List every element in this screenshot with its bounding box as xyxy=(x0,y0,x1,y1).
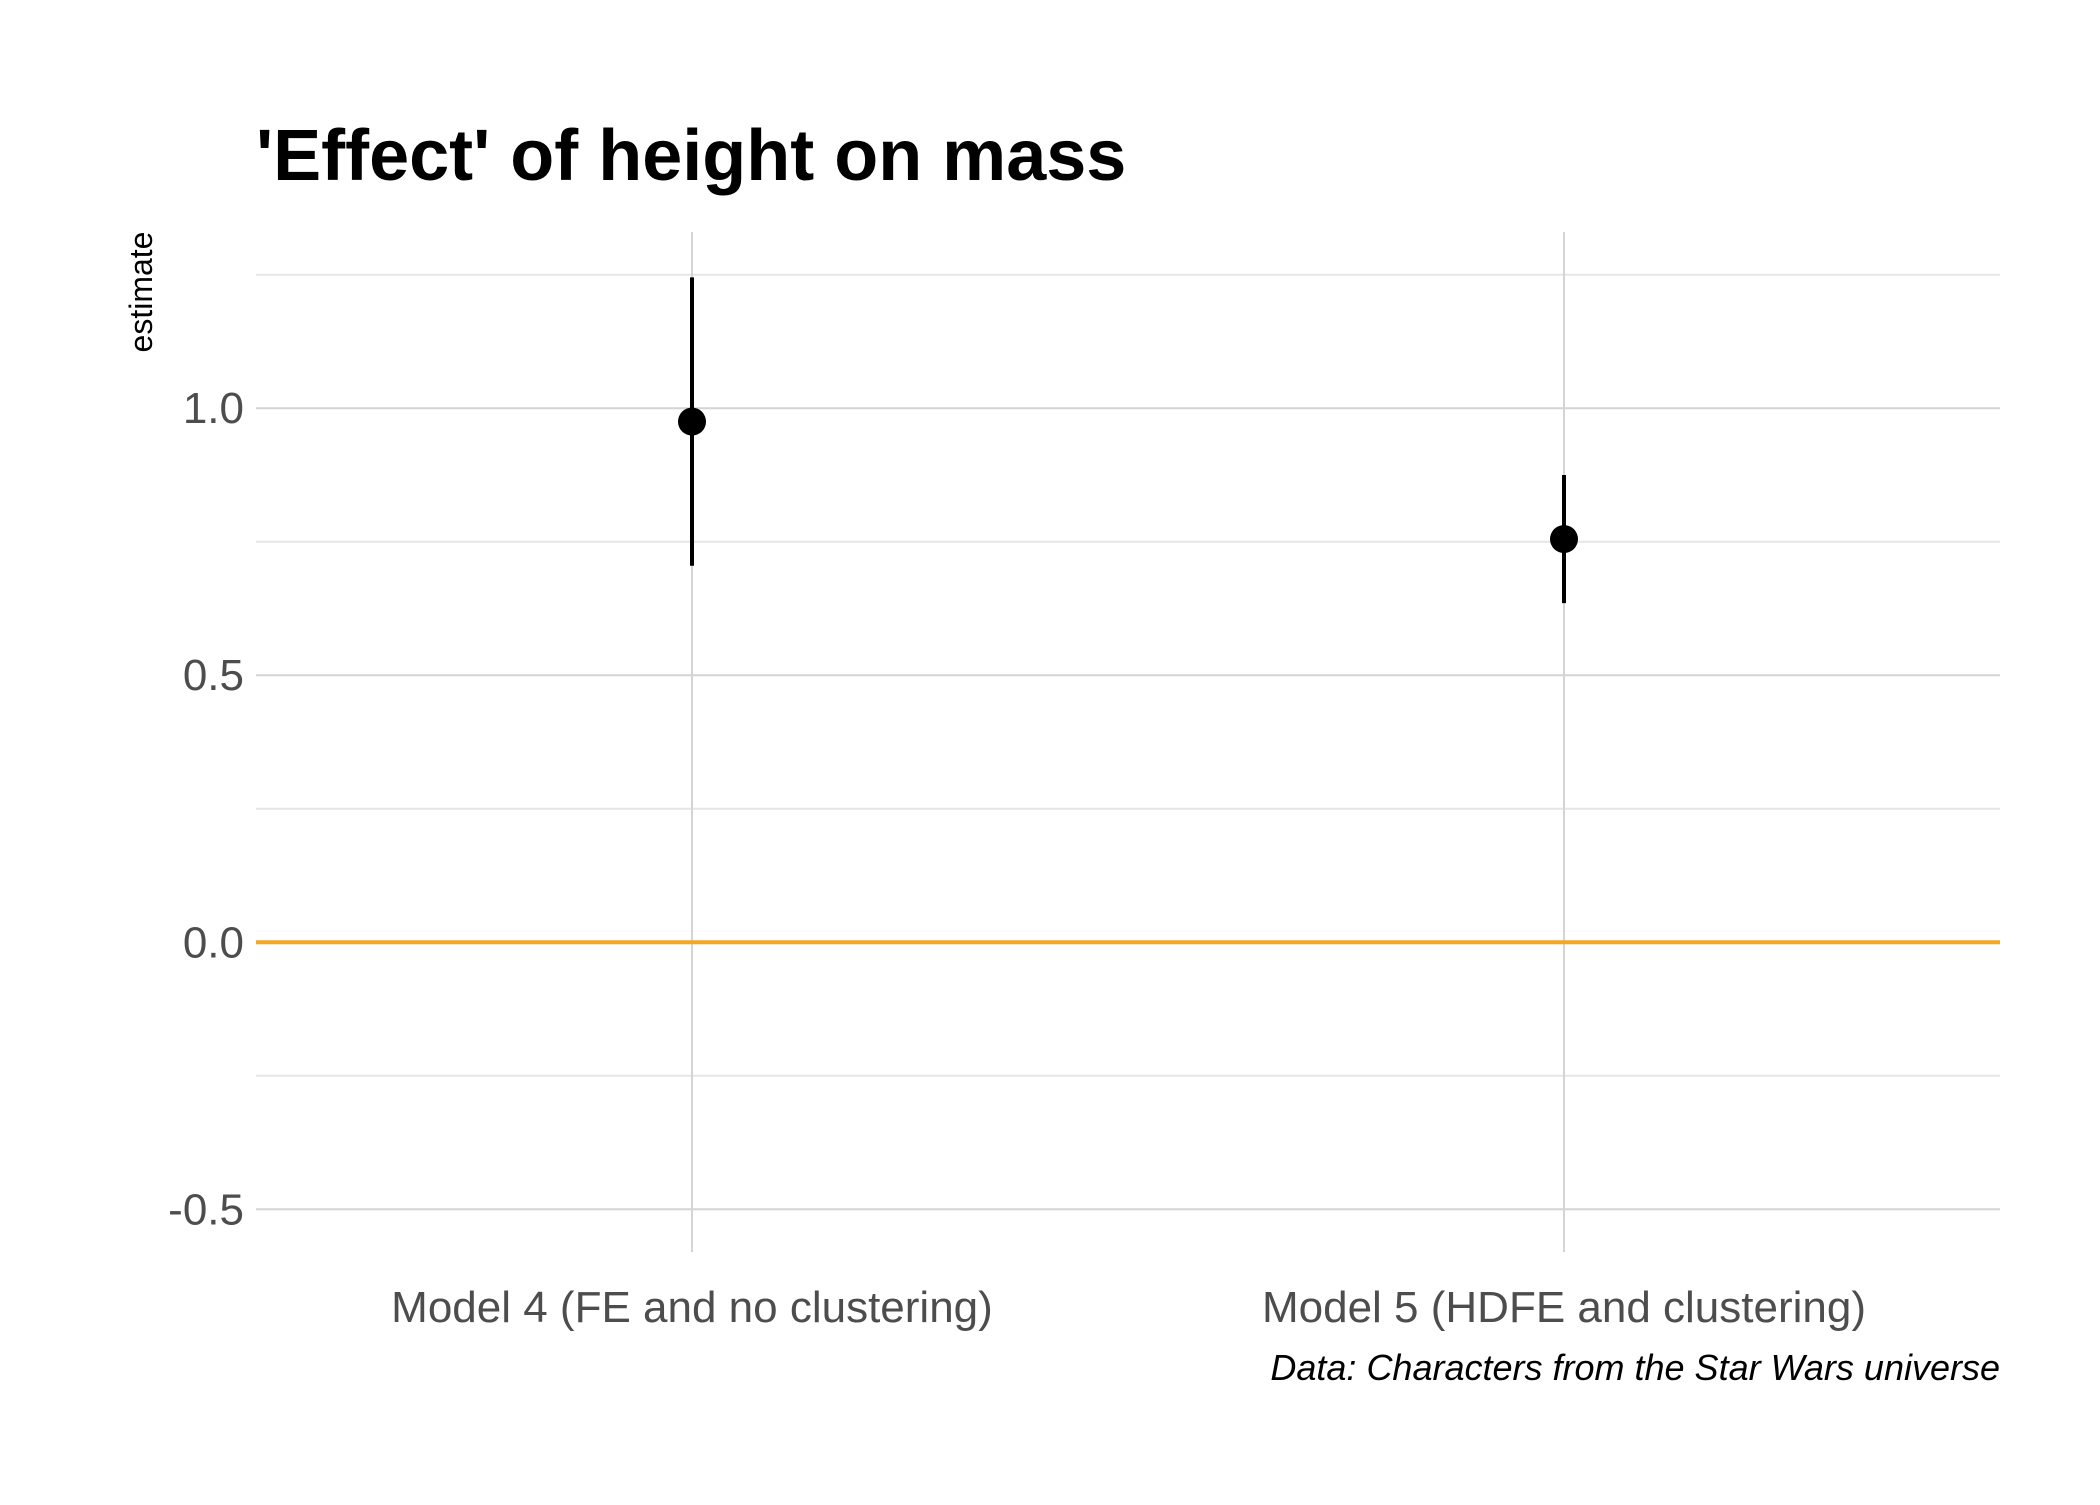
y-tick-label: 0.5 xyxy=(183,651,244,700)
grid xyxy=(256,232,2000,1252)
y-axis-ticks: -0.5 0.0 0.5 1.0 xyxy=(168,384,244,1234)
y-tick-label: 0.0 xyxy=(183,918,244,967)
chart-title: 'Effect' of height on mass xyxy=(256,116,1126,196)
chart-caption: Data: Characters from the Star Wars univ… xyxy=(1270,1347,2000,1388)
point-estimate xyxy=(1550,525,1578,554)
data-marks xyxy=(678,277,1578,604)
y-axis-label: estimate xyxy=(123,232,159,353)
y-tick-label: -0.5 xyxy=(168,1185,244,1234)
point-estimate xyxy=(678,407,706,436)
x-tick-label: Model 4 (FE and no clustering) xyxy=(391,1283,993,1332)
y-tick-label: 1.0 xyxy=(183,384,244,433)
x-axis-ticks: Model 4 (FE and no clustering) Model 5 (H… xyxy=(391,1283,1866,1332)
x-tick-label: Model 5 (HDFE and clustering) xyxy=(1262,1283,1866,1332)
